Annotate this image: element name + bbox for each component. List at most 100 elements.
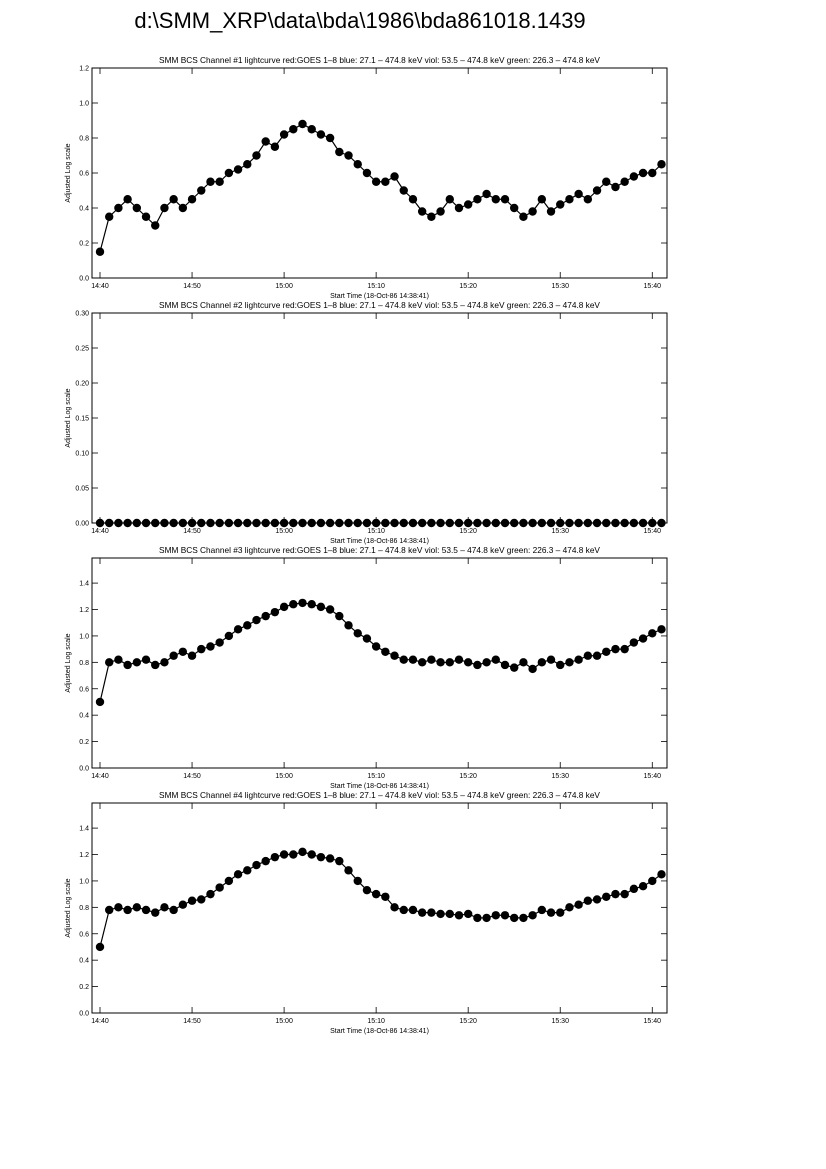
data-point [316,852,326,862]
panel: SMM BCS Channel #1 lightcurve red:GOES 1… [65,55,668,300]
y-tick-label: 0.8 [79,660,89,667]
data-point [151,660,160,670]
data-point [491,195,500,204]
data-point [206,518,215,528]
data-point [178,203,188,213]
data-point [307,600,316,609]
data-point [123,195,132,204]
plot-frame [91,557,668,769]
x-tick-label: 15:00 [275,283,293,290]
x-tick-label: 14:40 [91,1018,109,1025]
data-point [629,172,639,181]
data-point [279,518,289,528]
data-point [316,518,326,528]
data-point [408,905,418,915]
data-point [187,518,197,528]
x-tick-label: 15:00 [275,1018,293,1025]
x-tick-label: 15:20 [459,1018,477,1025]
data-point [132,203,142,213]
data-point [206,642,215,651]
data-point [482,658,491,667]
data-point [279,602,289,612]
y-tick-label: 0.0 [79,766,89,773]
data-point [206,177,215,186]
data-point [105,212,114,221]
data-point [583,195,593,204]
data-point [399,655,408,664]
data-point [583,896,593,905]
data-point [556,518,565,528]
data-point [510,203,519,213]
data-point [178,647,188,656]
data-point [243,621,252,630]
data-point [95,518,105,528]
data-point [574,900,583,909]
y-tick-label: 1.0 [79,633,89,640]
data-point [390,172,399,181]
data-point [114,903,123,912]
data-point [510,913,519,923]
data-point [224,168,234,178]
y-tick-label: 1.4 [79,581,89,588]
data-point [261,856,270,866]
x-tick-label: 15:20 [459,773,477,780]
data-point [187,195,197,204]
data-point [298,119,307,129]
data-point [519,212,528,221]
data-point [197,644,206,654]
data-point [252,615,261,625]
x-tick-label: 15:20 [459,283,477,290]
data-point [169,195,178,204]
data-point [436,909,445,919]
data-point [500,911,510,920]
data-point [473,660,482,670]
plot-frame [91,802,668,1014]
data-point [445,909,454,919]
data-point [556,660,565,670]
data-point [390,903,399,912]
data-point [537,195,547,204]
data-point [528,207,537,216]
data-point [602,647,611,656]
data-point [510,518,519,528]
y-axis-label: Adjusted Log scale [65,143,72,202]
data-point [454,911,464,920]
x-tick-label: 14:50 [183,283,201,290]
data-point [371,642,381,651]
data-point [620,177,629,186]
x-tick-label: 15:40 [644,283,662,290]
y-tick-label: 0.6 [79,171,89,178]
data-point [436,207,445,216]
data-point [187,896,197,905]
y-tick-label: 0.4 [79,958,89,965]
x-tick-label: 15:40 [644,528,662,535]
y-tick-label: 0.6 [79,686,89,693]
data-point [657,160,666,169]
data-point [399,186,408,195]
panel: SMM BCS Channel #2 lightcurve red:GOES 1… [65,300,668,545]
data-point [611,644,620,654]
data-point [362,885,372,895]
data-point [546,655,556,664]
data-point [344,151,353,160]
data-point [638,882,648,891]
data-point [445,518,454,528]
data-point [243,518,252,528]
data-point [289,518,298,528]
data-point [473,913,482,923]
data-point [252,860,261,870]
data-point [638,168,648,178]
data-point [141,655,151,664]
x-tick-label: 15:30 [551,528,569,535]
x-tick-label: 14:40 [91,283,109,290]
data-point [95,697,105,707]
x-tick-label: 15:10 [367,1018,385,1025]
data-point [289,125,298,134]
data-point [307,125,316,134]
data-point [546,908,556,917]
data-point [565,518,574,528]
data-point [537,658,547,667]
data-point [602,177,611,186]
data-point [427,212,436,221]
data-point [638,634,648,643]
